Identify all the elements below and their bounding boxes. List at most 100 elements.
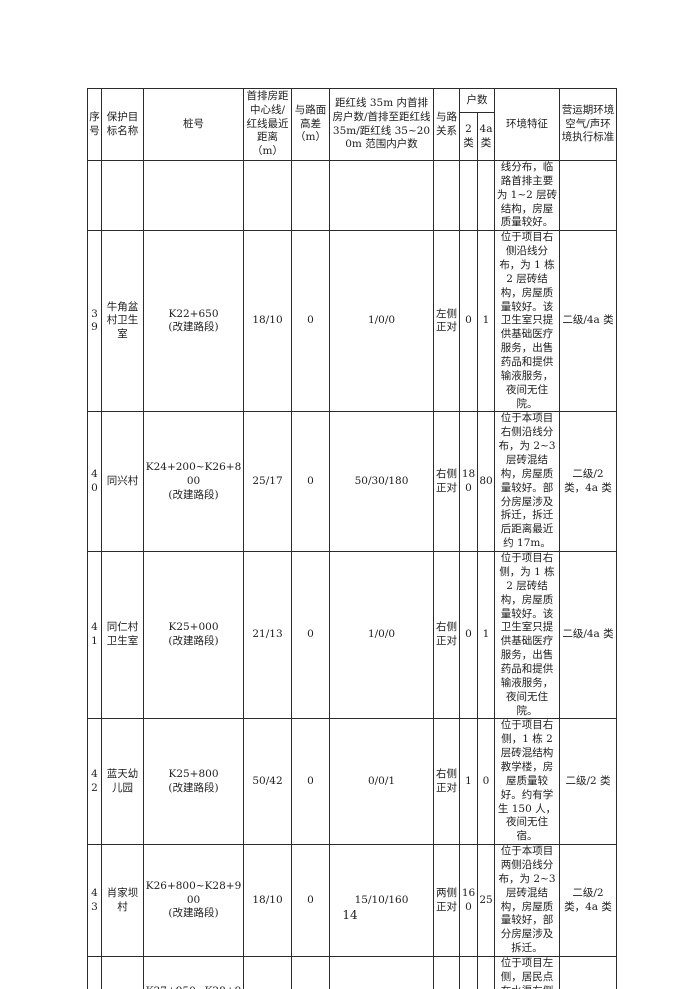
cell-household-counts: 1/0/0 — [329, 230, 434, 413]
protection-targets-table: 序号 保护目标名称 桩号 首排房距中心线/红线最近距离（m） 与路面高差（m） … — [87, 88, 617, 989]
header-class4a: 4a 类 — [477, 112, 495, 161]
stake-value: K22+650 — [168, 307, 219, 320]
cell-household-counts: 1/0/0 — [329, 551, 434, 720]
cell-class2: 1 — [459, 718, 478, 846]
cell-stake — [143, 159, 244, 232]
table-row: 44 志成垸 K27+950~K28+900 (改建路段) 120/112 0 … — [87, 955, 617, 989]
stake-value: K25+800 — [168, 767, 219, 780]
cell-standard: 二级/2 类，4a 类 — [559, 844, 617, 957]
cell-target-name: 牛角盆村卫生室 — [101, 230, 144, 413]
cell-serial: 42 — [87, 718, 102, 846]
cell-standard: 二级/4a 类 — [559, 230, 617, 413]
cell-serial: 39 — [87, 230, 102, 413]
header-height-diff: 与路面高差（m） — [291, 88, 330, 161]
cell-target-name: 肖家坝村 — [101, 844, 144, 957]
cell-household-counts — [329, 159, 434, 232]
cell-target-name: 同仁村卫生室 — [101, 551, 144, 720]
cell-standard: 二级/4a 类 — [559, 551, 617, 720]
cell-distance — [243, 159, 292, 232]
cell-serial — [87, 159, 102, 232]
cell-stake: K25+800 (改建路段) — [143, 718, 244, 846]
cell-environment: 位于项目右侧沿线分布，为 1 栋 2 层砖结构，房屋质量较好。该卫生室只提供基础… — [494, 230, 560, 413]
cell-standard: 二级/2 类，4a 类 — [559, 411, 617, 553]
stake-note: (改建路段) — [168, 781, 219, 794]
cell-stake: K22+650 (改建路段) — [143, 230, 244, 413]
cell-class2: 180 — [459, 411, 478, 553]
cell-distance: 25/17 — [243, 411, 292, 553]
stake-value: K27+950~K28+900 — [145, 985, 242, 989]
cell-height-diff: 0 — [291, 551, 330, 720]
header-household-counts: 距红线 35m 内首排房户数/首排至距红线 35m/距红线 35~200m 范围… — [329, 88, 434, 161]
cell-height-diff: 0 — [291, 955, 330, 989]
stake-note: (改建路段) — [168, 635, 219, 648]
cell-distance: 50/42 — [243, 718, 292, 846]
cell-height-diff: 0 — [291, 411, 330, 553]
cell-class2: 0 — [459, 230, 478, 413]
cell-household-counts: 0/0/30 — [329, 955, 434, 989]
header-serial: 序号 — [87, 88, 102, 161]
cell-distance: 18/10 — [243, 230, 292, 413]
cell-class4a — [477, 159, 495, 232]
header-environment: 环境特征 — [494, 88, 560, 161]
stake-value: K24+200~K26+800 — [145, 460, 242, 487]
cell-standard — [559, 159, 617, 232]
stake-value: K25+000 — [168, 621, 219, 634]
cell-household-counts: 0/0/1 — [329, 718, 434, 846]
cell-road-relation: 右侧正对 — [433, 551, 460, 720]
table-row: 40 同兴村 K24+200~K26+800 (改建路段) 25/17 0 50… — [87, 411, 617, 553]
cell-target-name: 同兴村 — [101, 411, 144, 553]
cell-environment: 位于本项目两侧沿线分布，为 2~3 层砖混结构，房屋质量较好，部分房屋涉及拆迁。 — [494, 844, 560, 957]
table-row: 41 同仁村卫生室 K25+000 (改建路段) 21/13 0 1/0/0 右… — [87, 551, 617, 720]
cell-class4a: 0 — [477, 955, 495, 989]
stake-note: (改建路段) — [168, 907, 219, 920]
cell-distance: 18/10 — [243, 844, 292, 957]
cell-stake: K26+800~K28+900 (改建路段) — [143, 844, 244, 957]
header-front-row-distance: 首排房距中心线/红线最近距离（m） — [243, 88, 292, 161]
cell-class2: 30 — [459, 955, 478, 989]
cell-road-relation — [433, 159, 460, 232]
header-target-name: 保护目标名称 — [101, 88, 144, 161]
page-number: 14 — [342, 908, 358, 922]
cell-environment: 位于本项目右侧沿线分布，为 2~3 层砖混结构，房屋质量较好。部分房屋涉及拆迁，… — [494, 411, 560, 553]
cell-standard: 二级/2 类 — [559, 718, 617, 846]
cell-household-counts: 15/10/160 — [329, 844, 434, 957]
cell-height-diff — [291, 159, 330, 232]
cell-road-relation: 右侧正对 — [433, 718, 460, 846]
table-row: 43 肖家坝村 K26+800~K28+900 (改建路段) 18/10 0 1… — [87, 844, 617, 957]
stake-value: K26+800~K28+900 — [145, 879, 242, 906]
cell-road-relation: 左侧正对 — [433, 955, 460, 989]
header-row: 序号 保护目标名称 桩号 首排房距中心线/红线最近距离（m） 与路面高差（m） … — [87, 88, 617, 161]
cell-class2: 160 — [459, 844, 478, 957]
cell-class4a: 1 — [477, 551, 495, 720]
cell-serial: 40 — [87, 411, 102, 553]
cell-target-name — [101, 159, 144, 232]
cell-target-name: 蓝天幼儿园 — [101, 718, 144, 846]
table-row: 线分布，临路首排主要为 1~2 层砖结构，房屋质量较好。 — [87, 159, 617, 232]
cell-road-relation: 两侧正对 — [433, 844, 460, 957]
stake-note: (改建路段) — [168, 321, 219, 334]
cell-target-name: 志成垸 — [101, 955, 144, 989]
cell-environment: 位于项目右侧，1 栋 2 层砖混结构教学楼，房屋质量较好。约有学生 150 人，… — [494, 718, 560, 846]
cell-stake: K24+200~K26+800 (改建路段) — [143, 411, 244, 553]
table-row: 42 蓝天幼儿园 K25+800 (改建路段) 50/42 0 0/0/1 右侧… — [87, 718, 617, 846]
cell-road-relation: 左侧正对 — [433, 230, 460, 413]
cell-class4a: 80 — [477, 411, 495, 553]
cell-serial: 43 — [87, 844, 102, 957]
cell-stake: K27+950~K28+900 (改建路段) — [143, 955, 244, 989]
cell-height-diff: 0 — [291, 230, 330, 413]
cell-class4a: 0 — [477, 718, 495, 846]
header-subrow: 2 类 4a 类 — [88, 112, 617, 161]
cell-serial: 44 — [87, 955, 102, 989]
table-row: 39 牛角盆村卫生室 K22+650 (改建路段) 18/10 0 1/0/0 … — [87, 230, 617, 413]
cell-distance: 21/13 — [243, 551, 292, 720]
cell-environment: 位于项目左侧，居民点在水渠左侧的渔场外侧沿线分布，临路首排主要为 — [494, 955, 560, 989]
cell-distance: 120/112 — [243, 955, 292, 989]
cell-serial: 41 — [87, 551, 102, 720]
stake-note: (改建路段) — [168, 488, 219, 501]
header-standard: 营运期环境空气/声环境执行标准 — [559, 88, 617, 161]
cell-standard: 二级/2 类 — [559, 955, 617, 989]
cell-environment: 线分布，临路首排主要为 1~2 层砖结构，房屋质量较好。 — [494, 159, 560, 232]
cell-height-diff: 0 — [291, 844, 330, 957]
cell-class2: 0 — [459, 551, 478, 720]
